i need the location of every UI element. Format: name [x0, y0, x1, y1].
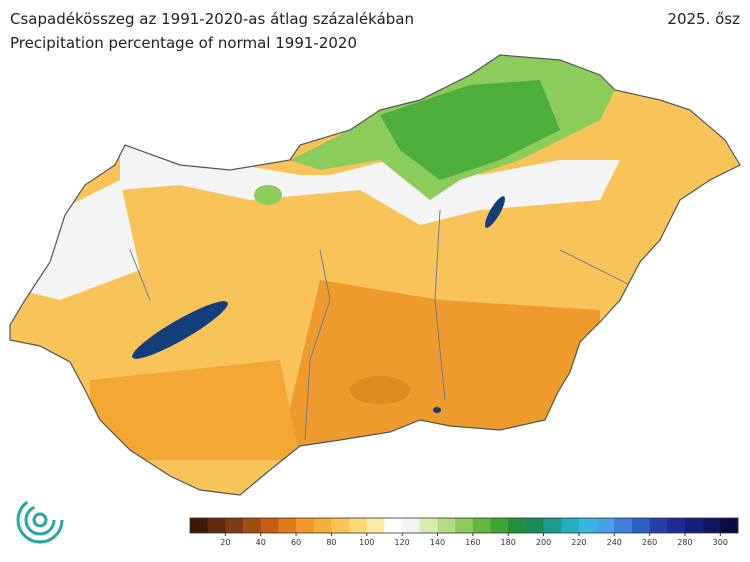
colorbar-swatch	[720, 518, 739, 533]
colorbar-swatch	[631, 518, 650, 533]
colorbar-swatch	[331, 518, 350, 533]
colorbar-swatch	[508, 518, 527, 533]
colorbar-label: 20	[220, 538, 230, 547]
colorbar-label: 260	[642, 538, 657, 547]
season: 2025. ősz	[667, 10, 740, 28]
colorbar-swatch	[543, 518, 562, 533]
logo	[16, 496, 64, 544]
colorbar-swatch	[260, 518, 279, 533]
title-en: Precipitation percentage of normal 1991-…	[10, 34, 357, 52]
colorbar-swatch	[190, 518, 208, 533]
colorbar-label: 280	[677, 538, 692, 547]
colorbar-swatch	[296, 518, 315, 533]
colorbar-swatch	[278, 518, 297, 533]
colorbar-swatch	[225, 518, 244, 533]
colorbar-swatch	[578, 518, 597, 533]
map	[10, 55, 740, 495]
title-hu: Csapadékösszeg az 1991-2020-as átlag szá…	[10, 10, 414, 28]
colorbar-swatch	[525, 518, 544, 533]
colorbar-label: 200	[536, 538, 551, 547]
colorbar-swatch	[614, 518, 633, 533]
colorbar-swatch	[384, 518, 403, 533]
colorbar-label: 220	[571, 538, 586, 547]
colorbar-swatch	[649, 518, 668, 533]
colorbar-swatch	[490, 518, 509, 533]
colorbar-label: 160	[465, 538, 480, 547]
colorbar-swatch	[243, 518, 262, 533]
colorbar-swatch	[667, 518, 686, 533]
colorbar-label: 140	[430, 538, 445, 547]
colorbar-swatch	[419, 518, 438, 533]
colorbar-label: 180	[501, 538, 516, 547]
colorbar-swatch	[349, 518, 368, 533]
colorbar-label: 80	[326, 538, 336, 547]
colorbar-swatch	[596, 518, 615, 533]
colorbar: 20 40 60 80 100 120 140 160 180 200 220 240 260 280 30…	[189, 517, 739, 547]
colorbar-label: 60	[291, 538, 301, 547]
colorbar-swatch	[366, 518, 385, 533]
colorbar-label: 240	[607, 538, 622, 547]
colorbar-swatch	[313, 518, 332, 533]
colorbar-frame	[189, 517, 739, 534]
colorbar-label: 300	[713, 538, 728, 547]
colorbar-swatch	[684, 518, 703, 533]
colorbar-swatch	[207, 518, 226, 533]
colorbar-label: 100	[359, 538, 374, 547]
colorbar-swatch	[437, 518, 456, 533]
colorbar-swatch	[402, 518, 421, 533]
colorbar-swatch	[455, 518, 474, 533]
border	[9, 54, 741, 496]
colorbar-label: 40	[256, 538, 266, 547]
colorbar-label: 120	[394, 538, 409, 547]
colorbar-swatch	[472, 518, 491, 533]
colorbar-swatch	[561, 518, 580, 533]
colorbar-swatch	[702, 518, 721, 533]
